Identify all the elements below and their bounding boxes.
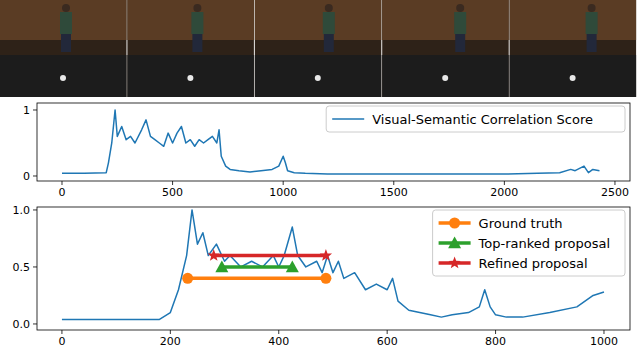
- x-tick: [603, 330, 604, 334]
- series-marker: [215, 260, 228, 272]
- plot-frame: [37, 207, 630, 330]
- legend-label: Visual-Semantic Correlation Score: [372, 112, 593, 127]
- frame-counter: [510, 55, 636, 97]
- series-line: [62, 210, 604, 319]
- legend-marker: [448, 257, 460, 269]
- legend-box: [433, 210, 625, 276]
- frame-person: [456, 4, 464, 12]
- x-tick: [614, 181, 615, 185]
- y-tick: [33, 175, 37, 176]
- frame-counter: [382, 55, 509, 97]
- x-tick: [504, 181, 505, 185]
- x-tick: [61, 181, 62, 185]
- legend-box: [326, 106, 625, 132]
- x-tick-label: 800: [485, 335, 506, 348]
- frame: [127, 0, 253, 97]
- frame-person: [325, 4, 333, 12]
- frame-counter: [0, 55, 127, 97]
- x-tick-label: 600: [377, 335, 398, 348]
- x-tick: [172, 181, 173, 185]
- x-tick-label: 0: [58, 186, 65, 199]
- frame-person: [61, 34, 71, 52]
- frame-person: [193, 4, 201, 12]
- frame-person: [588, 4, 596, 12]
- x-tick-label: 2000: [490, 186, 518, 199]
- series-marker: [320, 273, 331, 284]
- legend-label: Refined proposal: [479, 256, 588, 271]
- frame-person: [62, 4, 70, 12]
- x-tick-label: 1000: [590, 335, 618, 348]
- frame: [382, 0, 509, 97]
- frame-person: [454, 12, 466, 34]
- frame-object: [187, 75, 193, 81]
- x-tick: [61, 330, 62, 334]
- frame-wall: [255, 0, 381, 40]
- legend-marker: [448, 237, 461, 249]
- x-tick: [283, 181, 284, 185]
- frame: [510, 0, 636, 97]
- frame: [0, 0, 127, 97]
- frame-person: [586, 12, 598, 34]
- chart: 0 500 1000 1500 2000 2500 0 1 Visual-Semantic Co…: [23, 103, 630, 199]
- frame-object: [60, 75, 66, 81]
- x-tick-label: 0: [58, 335, 65, 348]
- frame-person: [60, 12, 72, 34]
- legend: Ground truth Top-ranked proposal Refined p…: [433, 210, 625, 276]
- frame-object: [442, 75, 448, 81]
- frame-person: [324, 34, 334, 52]
- x-tick: [170, 330, 171, 334]
- frame-wall: [382, 0, 509, 40]
- y-tick-label: 0.0: [13, 318, 31, 331]
- frame-object: [315, 75, 321, 81]
- legend-label: Top-ranked proposal: [478, 236, 610, 251]
- x-tick: [278, 330, 279, 334]
- series-line: [214, 254, 326, 258]
- x-tick: [393, 181, 394, 185]
- x-tick-label: 1000: [269, 186, 297, 199]
- video-frames: [0, 0, 636, 97]
- x-tick-label: 200: [160, 335, 181, 348]
- frame-person: [191, 12, 203, 34]
- frame-counter: [127, 55, 253, 97]
- y-tick: [33, 323, 37, 324]
- frame-person: [323, 12, 335, 34]
- frame-person: [455, 34, 465, 52]
- frame-object: [570, 75, 576, 81]
- series-marker: [182, 273, 193, 284]
- y-tick: [33, 109, 37, 110]
- chart: 0 200 400 600 800 1000 0.0 0.5 1.0 Ground truth To…: [13, 204, 631, 348]
- series-marker: [208, 249, 220, 261]
- series-line: [188, 277, 326, 281]
- frame-counter: [255, 55, 381, 97]
- legend-label: Ground truth: [479, 216, 563, 231]
- y-tick-label: 0.5: [13, 261, 31, 274]
- series-line: [222, 265, 292, 269]
- plot-data: [62, 210, 604, 319]
- legend-marker: [449, 218, 460, 229]
- x-tick: [495, 330, 496, 334]
- y-tick-label: 1: [23, 104, 30, 117]
- x-tick: [387, 330, 388, 334]
- series-marker: [286, 260, 299, 272]
- frame-person: [587, 34, 597, 52]
- frame: [255, 0, 381, 97]
- y-tick: [33, 266, 37, 267]
- frame-wall: [510, 0, 636, 40]
- x-tick-label: 1500: [380, 186, 408, 199]
- x-tick-label: 400: [268, 335, 289, 348]
- legend-sample: [332, 118, 364, 120]
- y-tick-label: 1.0: [13, 204, 31, 217]
- y-tick-label: 0: [23, 170, 30, 183]
- figure: 0500100015002000250001Visual-Semantic Co…: [0, 0, 637, 349]
- x-tick-label: 2500: [601, 186, 629, 199]
- frame-person: [192, 34, 202, 52]
- frame-wall: [127, 0, 253, 40]
- y-tick: [33, 209, 37, 210]
- plot-frame: [37, 103, 630, 181]
- series-marker: [320, 249, 332, 261]
- legend: Visual-Semantic Correlation Score: [326, 106, 625, 132]
- x-tick-label: 500: [162, 186, 183, 199]
